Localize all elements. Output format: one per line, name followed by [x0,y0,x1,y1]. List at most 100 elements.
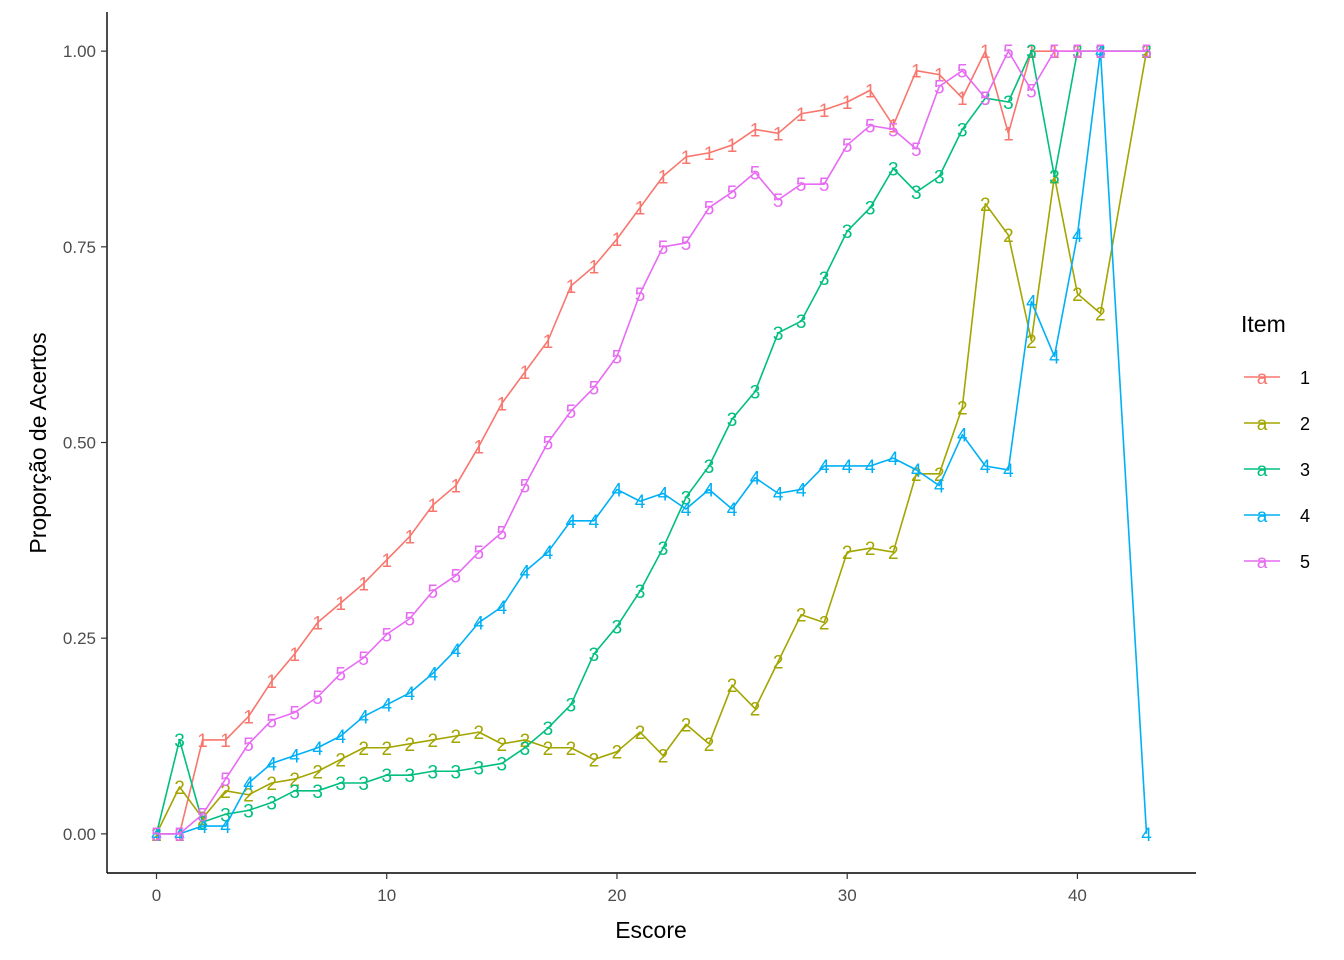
point-label-1: 1 [220,731,231,752]
point-label-1: 1 [819,101,830,122]
point-label-4: 4 [1072,226,1083,247]
point-label-1: 1 [404,527,415,548]
point-label-4: 4 [266,754,277,775]
point-label-1: 1 [704,144,715,165]
point-label-2: 2 [888,543,899,564]
legend-key-glyph: a [1257,460,1268,481]
point-label-4: 4 [174,825,185,846]
series-line-4 [156,50,1148,835]
point-label-4: 4 [727,500,738,521]
point-label-1: 1 [266,672,277,693]
point-label-2: 2 [289,770,300,791]
point-label-5: 5 [358,649,369,670]
point-label-1: 1 [888,117,899,138]
point-label-1: 1 [842,93,853,114]
point-label-4: 4 [220,817,231,838]
point-label-5: 5 [589,379,600,400]
point-label-4: 4 [289,747,300,768]
legend-label: 2 [1300,414,1310,434]
point-label-4: 4 [335,727,346,748]
point-label-3: 3 [934,167,945,188]
point-label-3: 3 [865,199,876,220]
point-label-4: 4 [635,492,646,513]
point-label-1: 1 [497,394,508,415]
point-label-1: 1 [589,257,600,278]
point-label-4: 4 [1095,42,1106,63]
point-label-4: 4 [1003,461,1014,482]
legend-key-glyph: a [1257,414,1268,435]
point-label-4: 4 [934,477,945,498]
point-label-1: 1 [658,167,669,188]
point-label-3: 3 [704,457,715,478]
point-label-4: 4 [151,825,162,846]
point-label-3: 3 [658,539,669,560]
point-label-4: 4 [589,512,600,533]
series-line-2 [155,51,1148,835]
point-label-5: 5 [1072,42,1083,63]
point-label-4: 4 [1049,347,1060,368]
point-label-4: 4 [911,461,922,482]
point-label-5: 5 [727,183,738,204]
point-label-2: 2 [1049,167,1060,188]
x-tick-label: 40 [1068,886,1087,905]
point-label-1: 1 [358,574,369,595]
legend-label: 1 [1300,368,1310,388]
point-label-2: 2 [1141,42,1152,63]
point-label-2: 2 [865,539,876,560]
point-label-5: 5 [197,805,208,826]
point-label-3: 3 [243,801,254,822]
point-label-2: 2 [934,465,945,486]
point-label-1: 1 [243,707,254,728]
point-label-3: 3 [1072,42,1083,63]
point-label-4: 4 [1026,293,1037,314]
point-label-3: 3 [727,410,738,431]
point-label-3: 3 [750,383,761,404]
x-tick-label: 0 [152,886,161,905]
point-label-3: 3 [451,762,462,783]
point-label-2: 2 [773,653,784,674]
series-line-1 [156,50,1147,835]
point-label-4: 4 [681,500,692,521]
series-line-5 [156,50,1147,835]
legend-key-glyph: a [1257,368,1268,389]
point-label-1: 1 [312,614,323,635]
point-label-2: 2 [266,774,277,795]
point-label-2: 2 [727,676,738,697]
point-label-4: 4 [842,457,853,478]
point-label-2: 2 [635,723,646,744]
point-label-3: 3 [1049,167,1060,188]
series-line-3 [155,50,1147,835]
point-label-2: 2 [1072,285,1083,306]
point-label-5: 5 [1095,42,1106,63]
y-tick-label: 1.00 [63,42,96,61]
point-label-1: 1 [957,89,968,110]
point-label-2: 2 [566,739,577,760]
point-label-4: 4 [451,641,462,662]
point-label-1: 1 [1003,124,1014,145]
point-label-1: 1 [289,645,300,666]
point-label-5: 5 [474,543,485,564]
point-label-3: 3 [796,312,807,333]
point-label-2: 2 [911,465,922,486]
point-label-1: 1 [773,124,784,145]
point-label-5: 5 [750,163,761,184]
point-label-1: 1 [381,551,392,572]
point-label-4: 4 [427,664,438,685]
point-label-3: 3 [427,762,438,783]
x-tick-label: 30 [838,886,857,905]
point-label-5: 5 [151,825,162,846]
point-label-3: 3 [612,617,623,638]
point-label-2: 2 [681,715,692,736]
legend-label: 5 [1300,552,1310,572]
y-tick-label: 0.25 [63,629,96,648]
point-label-4: 4 [1141,825,1152,846]
point-label-3: 3 [312,782,323,803]
point-label-2: 2 [220,782,231,803]
point-label-2: 2 [312,762,323,783]
point-label-5: 5 [658,238,669,259]
point-label-2: 2 [520,731,531,752]
point-label-5: 5 [497,524,508,545]
